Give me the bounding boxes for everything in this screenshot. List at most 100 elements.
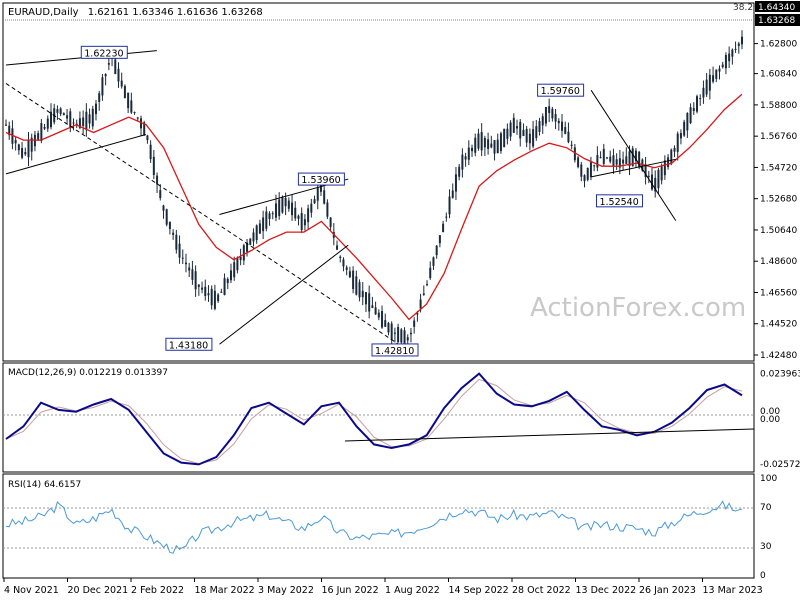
- price-tick-label: 1.56760: [760, 132, 797, 142]
- top-price-label: 1.64340: [758, 3, 795, 13]
- candle-body: [300, 213, 303, 231]
- candle-body: [136, 117, 139, 119]
- candle-body: [499, 133, 502, 152]
- candle-body: [88, 114, 91, 124]
- candle-body: [319, 182, 322, 192]
- candle-body: [673, 147, 676, 152]
- macd-tick-label: 0.023963: [760, 370, 800, 380]
- x-tick-label: 13 Mar 2023: [703, 585, 763, 596]
- candle-body: [14, 140, 17, 144]
- candle-body: [435, 245, 438, 256]
- candle-body: [712, 75, 715, 82]
- trendline: [5, 133, 146, 175]
- candle-body: [390, 323, 393, 340]
- annotation-label: 1.42810: [375, 346, 414, 357]
- candle-body: [156, 175, 159, 185]
- price-tick-label: 1.50640: [760, 226, 797, 236]
- candle-body: [715, 69, 718, 79]
- price-tick-label: 1.54720: [760, 163, 797, 173]
- annotation-label: 1.53960: [301, 175, 340, 186]
- annotation-box: [537, 83, 585, 97]
- annotation-label: 1.52540: [599, 197, 638, 208]
- candle-body: [647, 175, 650, 177]
- candle-body: [143, 122, 146, 136]
- macd-label: MACD(12,26,9) 0.012219 0.013397: [8, 368, 168, 378]
- candle-body: [525, 128, 528, 143]
- rsi-label: RSI(14) 64.6157: [8, 480, 81, 490]
- last-price-label: 1.63268: [758, 16, 795, 26]
- candle-body: [522, 129, 525, 136]
- candle-body: [535, 126, 538, 139]
- price-tick-label: 1.58800: [760, 101, 797, 111]
- candle-body: [345, 267, 348, 270]
- fib-label: 38.2: [733, 3, 753, 13]
- candle-body: [297, 215, 300, 219]
- candle-body: [197, 284, 200, 287]
- candle-body: [577, 157, 580, 167]
- candle-body: [339, 256, 342, 259]
- candle-body: [474, 137, 477, 153]
- candle-body: [477, 133, 480, 149]
- candle-body: [178, 243, 181, 258]
- candle-body: [487, 139, 490, 149]
- trendline: [5, 83, 408, 351]
- candle-body: [307, 208, 310, 223]
- candle-body: [737, 43, 740, 46]
- rsi-line: [5, 500, 743, 554]
- candle-body: [454, 174, 457, 192]
- candle-body: [336, 245, 339, 250]
- candle-body: [361, 290, 364, 298]
- trendline: [591, 158, 676, 178]
- candle-body: [69, 111, 72, 129]
- candle-body: [387, 323, 390, 333]
- candle-body: [323, 190, 326, 204]
- candle-body: [258, 223, 261, 234]
- candle-body: [291, 202, 294, 216]
- candle-body: [580, 164, 583, 177]
- candle-body: [596, 155, 599, 168]
- candle-body: [509, 122, 512, 137]
- candle-body: [618, 158, 621, 168]
- candle-body: [638, 151, 641, 168]
- candle-body: [493, 140, 496, 154]
- candle-body: [368, 293, 371, 312]
- candle-body: [101, 77, 104, 96]
- candle-body: [461, 154, 464, 170]
- rsi-tick-label: 100: [760, 474, 777, 484]
- candle-body: [442, 223, 445, 233]
- candle-body: [397, 327, 400, 343]
- candle-body: [27, 140, 30, 158]
- candle-body: [207, 293, 210, 296]
- candle-body: [686, 112, 689, 131]
- x-axis: 4 Nov 2021 20 Dec 2021 2 Feb 2022 18 Mar 20…: [3, 578, 763, 596]
- candle-body: [255, 225, 258, 241]
- candle-body: [8, 125, 11, 136]
- candle-body: [599, 157, 602, 159]
- annotation-label: 1.59760: [541, 86, 580, 97]
- candle-body: [644, 164, 647, 178]
- candle-body: [104, 74, 107, 77]
- macd-trendline: [344, 428, 755, 442]
- annotation-box: [595, 194, 643, 208]
- candle-body: [381, 311, 384, 328]
- candle-body: [184, 262, 187, 265]
- candle-body: [628, 151, 631, 167]
- candle-body: [246, 242, 249, 252]
- price-annotations: 1.62230 1.53960 1.43180 1.42810 1.59760 1.525…: [80, 45, 643, 357]
- candle-body: [422, 293, 425, 295]
- chart-header: EURAUD,Daily 1.62161 1.63346 1.61636 1.6…: [8, 7, 263, 18]
- candle-body: [172, 232, 175, 235]
- macd-panel-frame: [2, 362, 755, 473]
- candle-body: [429, 267, 432, 279]
- candle-body: [204, 286, 207, 297]
- candle-body: [239, 256, 242, 261]
- macd-main-line: [5, 372, 743, 466]
- candle-body: [384, 320, 387, 327]
- candle-body: [728, 53, 731, 62]
- candle-body: [406, 337, 409, 341]
- candle-body: [516, 126, 519, 129]
- candle-body: [490, 143, 493, 148]
- candle-body: [467, 147, 470, 160]
- candle-body: [557, 120, 560, 124]
